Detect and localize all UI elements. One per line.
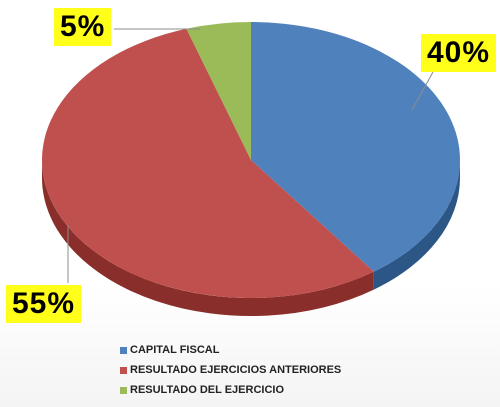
pie-slice-capital-fiscal (251, 22, 460, 272)
pie-slice-resultado-ejercicios-anteriores (41, 28, 374, 299)
data-label-resultado-del-ejercicio: 5% (54, 8, 112, 46)
leader-line-capital-fiscal (411, 71, 434, 111)
legend-label: RESULTADO EJERCICIOS ANTERIORES (130, 364, 342, 376)
legend-swatch (120, 386, 127, 394)
legend-item-capital-fiscal: CAPITAL FISCAL (120, 340, 341, 360)
pie-slice-resultado-del-ejercicio (186, 22, 251, 160)
legend-label: RESULTADO DEL EJERCICIO (130, 384, 285, 396)
pie-side-resultado-ejercicios-anteriores (42, 160, 374, 316)
legend-label: CAPITAL FISCAL (130, 344, 220, 356)
legend-item-resultado-ejercicios-anteriores: RESULTADO EJERCICIOS ANTERIORES (120, 360, 341, 380)
legend-item-resultado-del-ejercicio: RESULTADO DEL EJERCICIO (120, 380, 341, 400)
data-label-resultado-ejercicios-anteriores: 55% (6, 285, 82, 323)
data-label-capital-fiscal: 40% (421, 34, 497, 72)
legend-swatch (120, 346, 127, 354)
legend: CAPITAL FISCAL RESULTADO EJERCICIOS ANTE… (120, 340, 341, 400)
legend-swatch (120, 366, 127, 374)
pie-side-capital-fiscal (373, 160, 460, 290)
